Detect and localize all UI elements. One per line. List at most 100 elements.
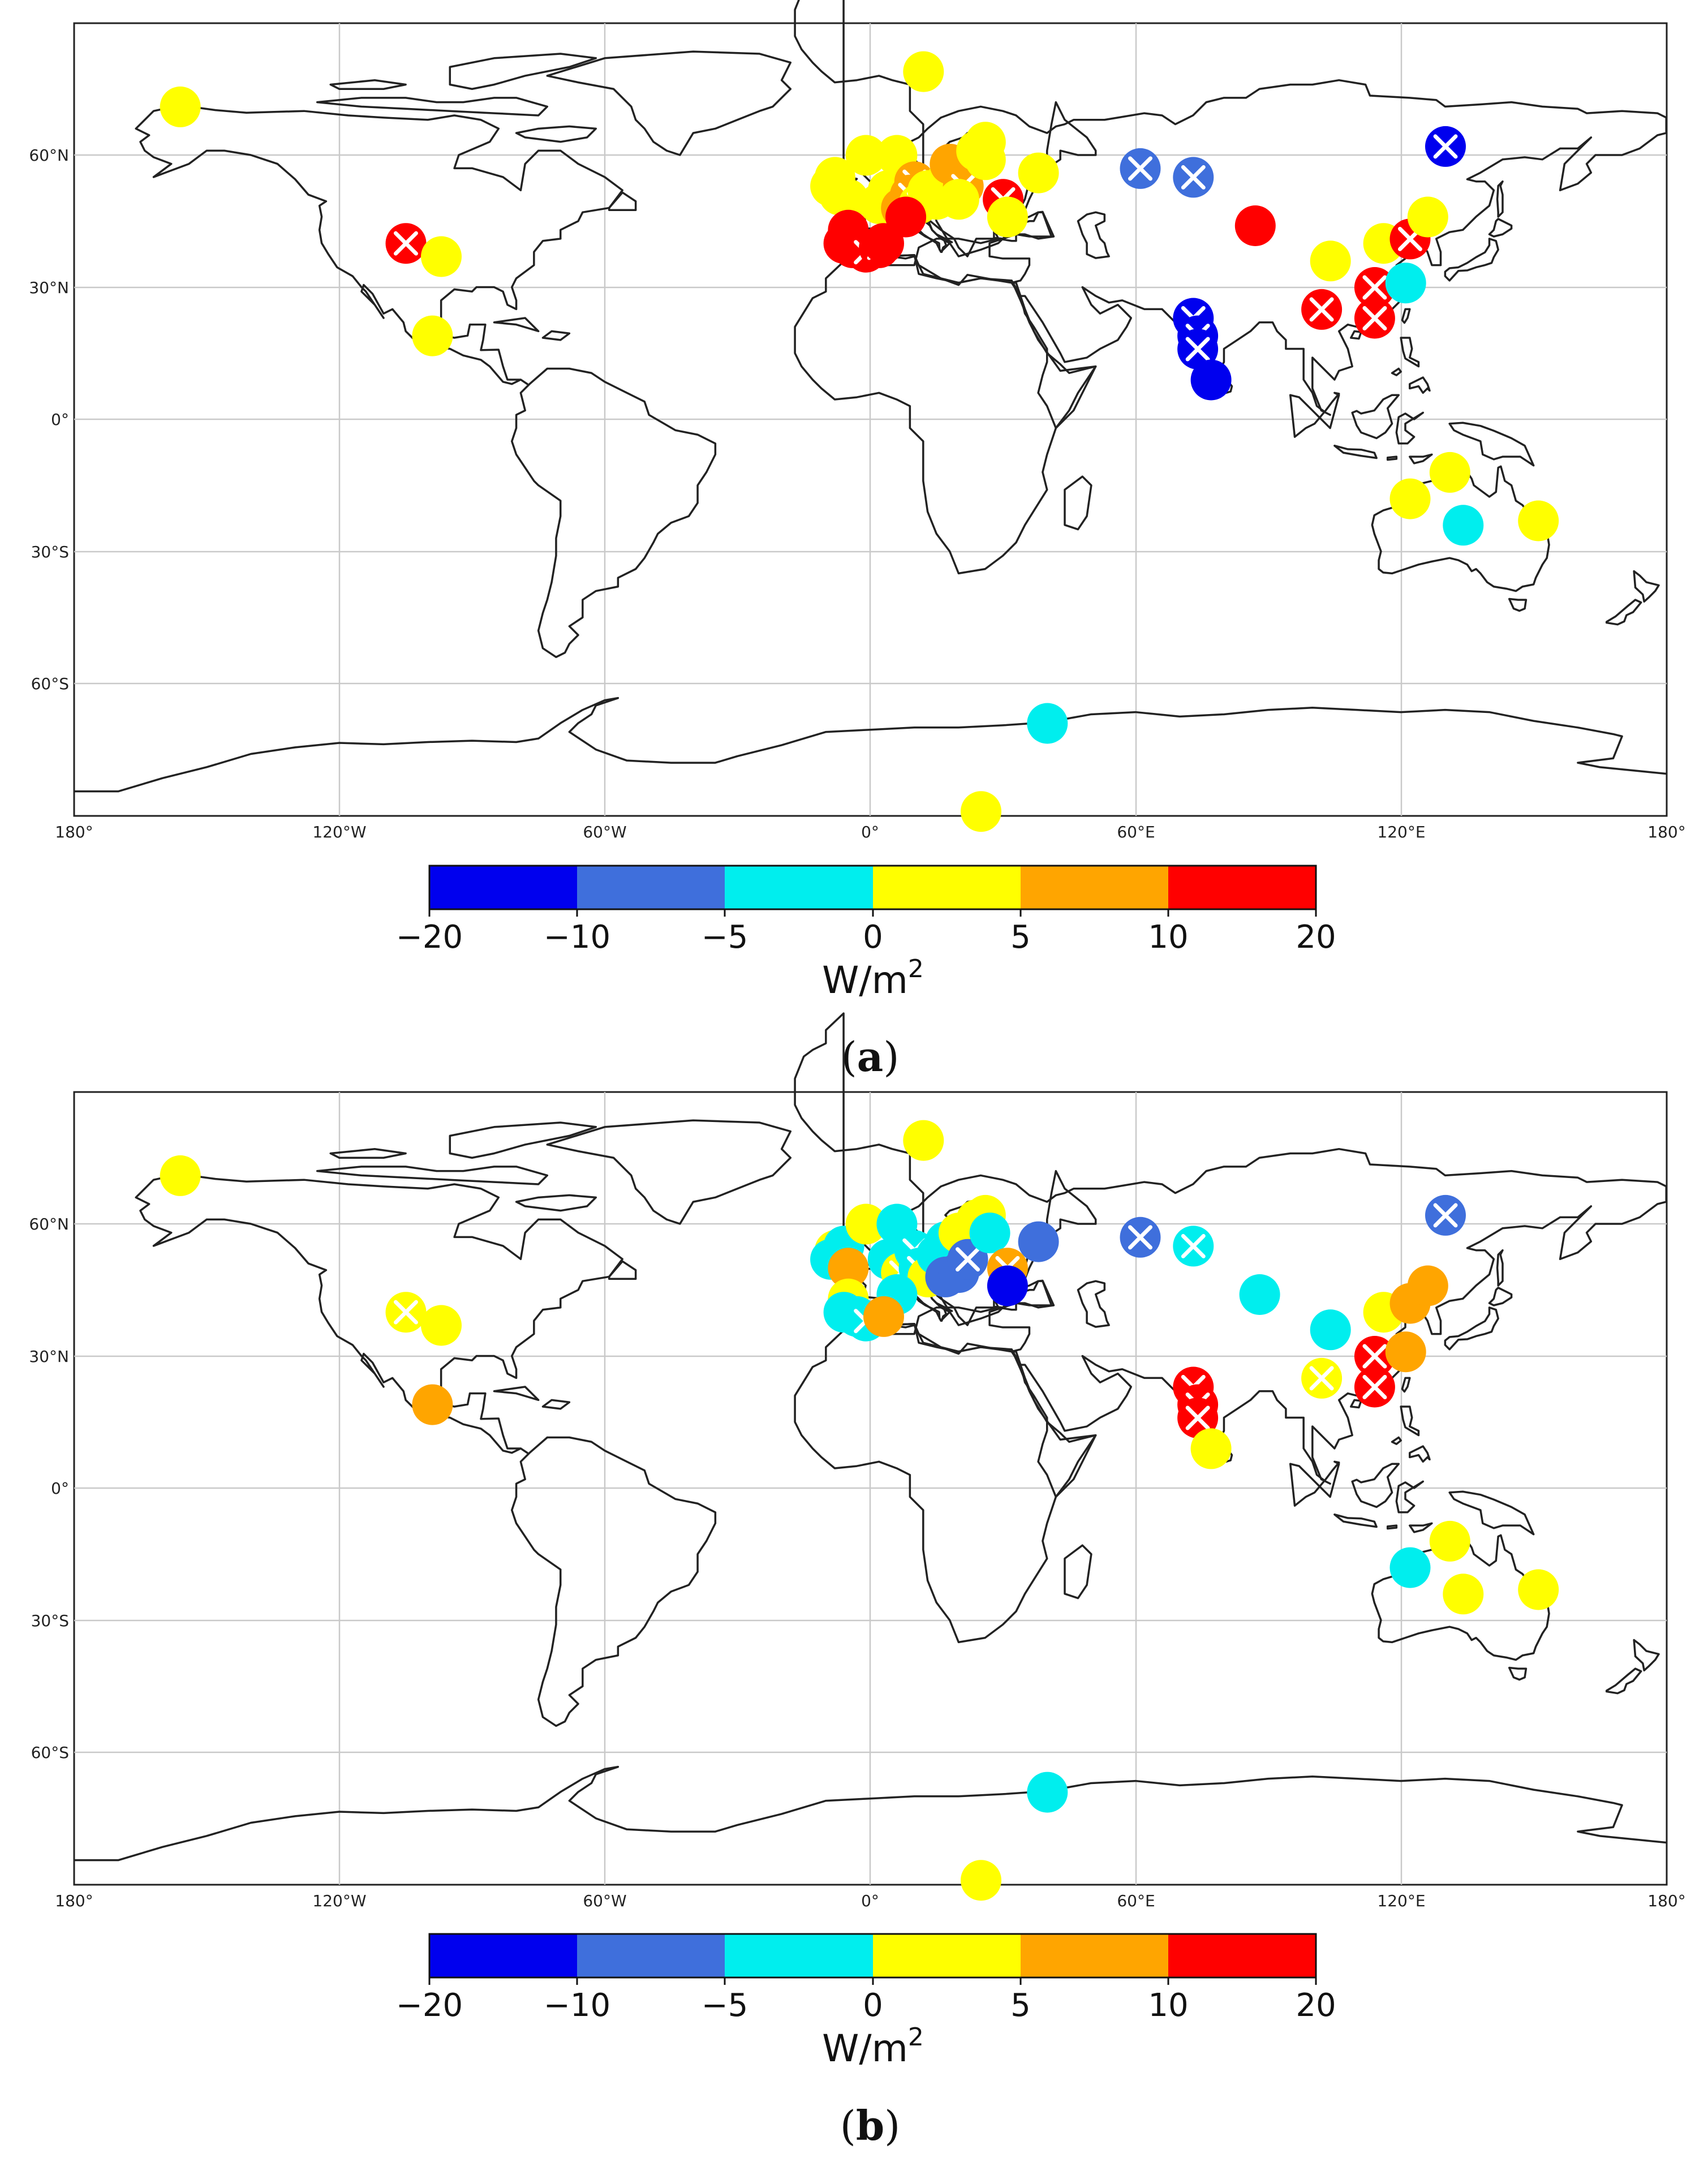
station-marker [1310, 1309, 1351, 1351]
colorbar-tick-label: 20 [1296, 919, 1336, 956]
station-marker [1429, 1520, 1470, 1562]
station-marker [965, 139, 1006, 180]
map-panel-b: 180° 120°W 60°W 0° 60°E 120°E 180° 60°N … [29, 1012, 1686, 2150]
cross-mark-icon [1433, 134, 1458, 159]
lon-tick-label: 120°W [312, 1892, 366, 1910]
station-dot [1443, 505, 1484, 546]
station-marker [1177, 1398, 1219, 1438]
station-marker [160, 1155, 201, 1196]
cross-mark-icon [1128, 156, 1152, 181]
station-marker [1177, 329, 1219, 369]
station-marker [421, 1305, 462, 1346]
station-dot [1310, 240, 1351, 282]
lon-tick-label: 0° [861, 823, 879, 841]
station-dot [969, 1213, 1010, 1254]
station-marker [1407, 196, 1448, 238]
station-dot [1239, 1274, 1280, 1315]
colorbar-bin-a [577, 866, 725, 909]
station-dot [1389, 1547, 1431, 1588]
cross-mark-icon [1181, 165, 1206, 190]
lon-tick-labels-b: 180° 120°W 60°W 0° 60°E 120°E 180° [55, 1892, 1685, 1910]
cross-mark-icon [956, 1247, 980, 1272]
lat-tick-label: 30°S [31, 543, 69, 561]
lon-tick-label: 180° [1647, 823, 1685, 841]
lon-tick-label: 120°E [1377, 1892, 1425, 1910]
lon-tick-label: 60°W [583, 823, 626, 841]
lon-tick-label: 60°E [1117, 823, 1155, 841]
cross-mark-icon [1309, 297, 1334, 322]
colorbar-tick-label: 20 [1296, 1987, 1336, 2024]
colorbar-unit-label: W/m2 [822, 2023, 924, 2070]
lon-tick-label: 120°W [312, 823, 366, 841]
colorbar-tick-label: −10 [544, 919, 610, 956]
colorbar-b: −20 −10 −5 0 5 10 20 W/m2 [396, 1933, 1336, 2070]
station-marker [1354, 298, 1395, 339]
station-marker [1120, 148, 1161, 189]
colorbar-tick-label: 0 [863, 1987, 883, 2024]
station-dot [903, 1120, 944, 1161]
colorbar-bin-a [1168, 866, 1316, 909]
colorbar-tick-label: −5 [702, 1987, 748, 2024]
colorbar-tick-label: 0 [863, 919, 883, 956]
station-marker [421, 236, 462, 277]
lon-tick-label: 60°W [583, 1892, 626, 1910]
colorbar-bin-b [429, 1934, 577, 1978]
station-dot [987, 1265, 1028, 1306]
lat-tick-label: 60°N [29, 1215, 69, 1233]
map-panel-a: 180° 120°W 60°W 0° 60°E 120°E 180° 60°N … [29, 0, 1686, 1081]
station-marker [1407, 1265, 1448, 1306]
station-dot [1407, 1265, 1448, 1306]
station-marker [903, 51, 944, 92]
station-marker [1443, 1574, 1484, 1615]
station-marker [1190, 1428, 1232, 1469]
lat-tick-label: 30°N [29, 278, 69, 297]
colorbar-unit-label: W/m2 [822, 955, 924, 1002]
cross-mark-icon [393, 1300, 418, 1325]
station-marker [1354, 1336, 1395, 1377]
station-marker [412, 315, 453, 356]
station-dot [863, 223, 904, 264]
station-marker [1173, 157, 1214, 198]
station-marker [845, 135, 887, 176]
station-marker [412, 1384, 453, 1425]
station-marker [1301, 289, 1343, 330]
colorbar-tick-label: 5 [1010, 919, 1031, 956]
cross-mark-icon [1185, 1405, 1210, 1430]
station-dot [421, 236, 462, 277]
station-marker [1027, 1772, 1068, 1813]
colorbar-bin-a [1021, 866, 1168, 909]
lon-tick-label: 180° [55, 1892, 93, 1910]
cross-mark-icon [1185, 337, 1210, 362]
station-markers-b [160, 1120, 1559, 1901]
cross-mark-icon [1128, 1225, 1152, 1250]
station-marker [903, 1120, 944, 1161]
station-dot [987, 196, 1028, 238]
station-dot [863, 1296, 904, 1337]
lat-tick-label: 30°N [29, 1347, 69, 1366]
station-marker [1173, 1226, 1214, 1267]
lon-tick-label: 180° [1647, 1892, 1685, 1910]
station-dot [1389, 478, 1431, 519]
station-marker [863, 223, 904, 264]
station-dot [421, 1305, 462, 1346]
lon-tick-label: 120°E [1377, 823, 1425, 841]
station-dot [1385, 263, 1426, 304]
cross-mark-icon [1181, 1233, 1206, 1258]
station-marker [1018, 1221, 1059, 1262]
station-marker [385, 1292, 427, 1333]
station-dot [1018, 1221, 1059, 1262]
station-dot [845, 1203, 887, 1245]
station-marker [1027, 703, 1068, 744]
colorbar-tick-label: 10 [1148, 919, 1188, 956]
station-dot [1018, 152, 1059, 194]
colorbar-bin-b [873, 1934, 1021, 1978]
colorbar-tick-label: −5 [702, 919, 748, 956]
cross-mark-icon [1362, 275, 1387, 300]
station-marker [938, 179, 979, 220]
station-dot [828, 179, 869, 220]
cross-mark-icon [1362, 1344, 1387, 1369]
station-marker [961, 791, 1001, 832]
lat-tick-labels-b: 60°N 30°N 0° 30°S 60°S [29, 1215, 69, 1762]
colorbar-tick-label: −20 [396, 1987, 463, 2024]
colorbar-bin-b [1168, 1934, 1316, 1978]
